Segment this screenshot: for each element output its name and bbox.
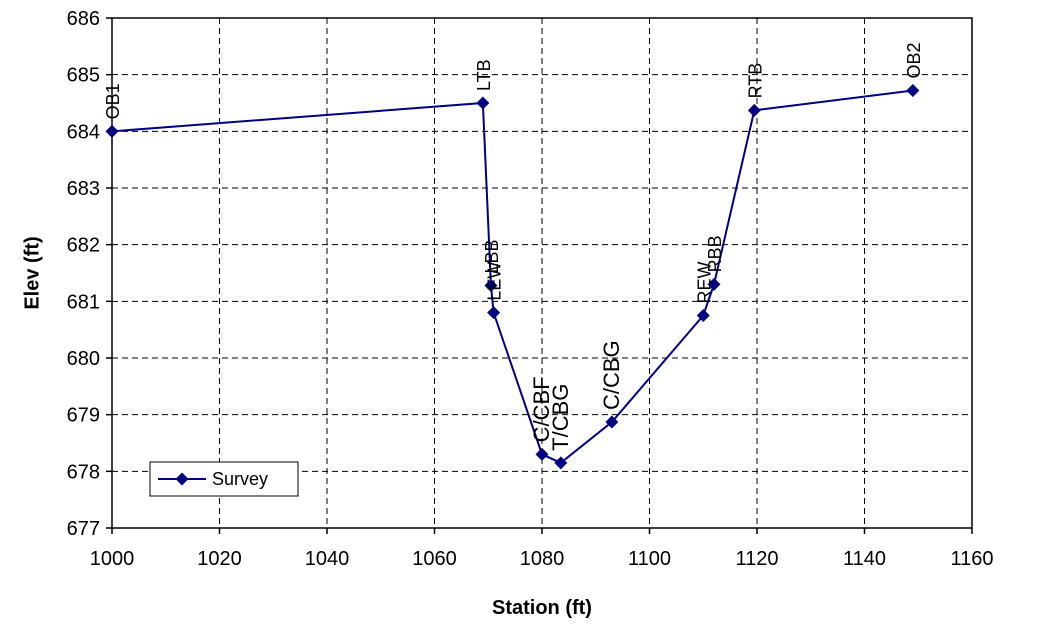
- series-survey: [105, 84, 920, 470]
- point-label: C/CBF: [529, 376, 554, 442]
- y-tick-label: 678: [67, 461, 100, 483]
- x-tick-label: 1060: [412, 548, 457, 570]
- data-point: [696, 309, 710, 322]
- data-point: [707, 277, 721, 291]
- data-point: [487, 306, 501, 320]
- y-axis-title: Elev (ft): [21, 236, 43, 309]
- y-tick-label: 682: [67, 235, 100, 257]
- point-label: RBB: [705, 235, 725, 272]
- point-label: OB2: [904, 43, 924, 79]
- x-tick-label: 1000: [90, 548, 135, 570]
- y-tick-label: 684: [67, 121, 100, 143]
- y-tick-label: 681: [67, 291, 100, 313]
- series-line: [111, 89, 913, 464]
- x-axis: 1000 1020 1040 1060 1080 1100 1120 1140 1160: [90, 528, 994, 570]
- point-label: LEW: [485, 262, 505, 301]
- y-tick-label: 677: [67, 518, 100, 540]
- y-axis: 677 678 679 680 681 682 683 684 685 686: [67, 8, 112, 540]
- data-point: [484, 278, 498, 292]
- point-label: REW: [694, 261, 714, 303]
- point-label: LTB: [474, 59, 494, 91]
- x-tick-label: 1140: [843, 548, 886, 570]
- data-point: [906, 84, 920, 98]
- point-label: RTB: [745, 63, 765, 99]
- point-label: C/CBG: [599, 340, 624, 410]
- y-tick-label: 680: [67, 348, 100, 370]
- point-label: OB1: [103, 83, 123, 119]
- data-point: [747, 103, 761, 117]
- legend: Survey: [149, 461, 299, 497]
- y-tick-label: 683: [67, 178, 100, 200]
- y-tick-label: 685: [67, 65, 100, 87]
- data-point: [535, 447, 549, 461]
- x-tick-label: 1160: [950, 548, 993, 570]
- legend-label: Survey: [212, 469, 268, 489]
- x-axis-title: Station (ft): [492, 597, 592, 619]
- x-tick-label: 1120: [735, 548, 778, 570]
- y-tick-label: 679: [67, 405, 100, 427]
- x-tick-label: 1020: [197, 548, 242, 570]
- data-point: [105, 124, 119, 138]
- data-point: [554, 456, 568, 470]
- legend-marker: [175, 472, 189, 486]
- x-tick-label: 1100: [628, 548, 671, 570]
- grid: [112, 18, 972, 528]
- y-tick-label: 686: [67, 8, 100, 30]
- data-point: [476, 96, 490, 110]
- x-tick-label: 1080: [520, 548, 565, 570]
- point-label: LBB: [482, 239, 502, 273]
- legend-box: [149, 461, 299, 497]
- x-tick-label: 1040: [305, 548, 350, 570]
- point-label: T/CBG: [548, 384, 573, 451]
- data-point: [605, 415, 619, 429]
